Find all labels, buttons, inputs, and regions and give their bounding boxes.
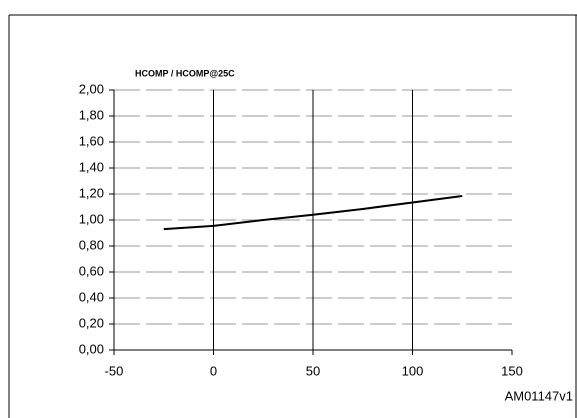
y-tick-label: 0,60	[79, 263, 104, 278]
x-tick-label: 150	[501, 363, 523, 378]
chart-title: HCOMP / HCOMP@25C	[135, 68, 235, 78]
x-tick-label: -50	[105, 363, 124, 378]
y-tick-label: 2,00	[79, 81, 104, 96]
data-line	[163, 194, 463, 231]
x-tick-label: 50	[306, 363, 320, 378]
y-tick-label: 1,80	[79, 107, 104, 122]
y-tick-label: 1,00	[79, 211, 104, 226]
y-tick-label: 1,20	[79, 185, 104, 200]
figure-code: AM01147v1	[505, 388, 573, 403]
y-tick-label: 0,40	[79, 289, 104, 304]
y-tick-label: 0,80	[79, 237, 104, 252]
y-tick-label: 0,00	[79, 341, 104, 356]
y-tick-label: 1,40	[79, 159, 104, 174]
y-tick-label: 0,20	[79, 315, 104, 330]
x-tick-label: 0	[210, 363, 217, 378]
x-tick-label: 100	[402, 363, 424, 378]
y-tick-label: 1,60	[79, 133, 104, 148]
